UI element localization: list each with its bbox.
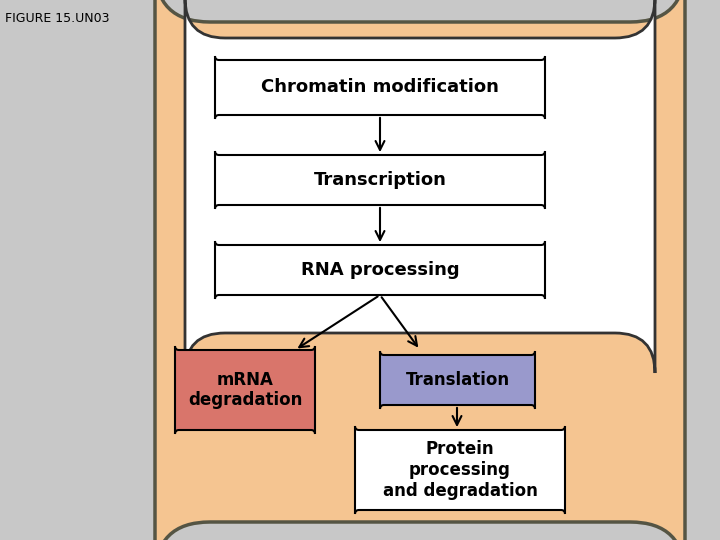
FancyBboxPatch shape: [155, 0, 685, 540]
FancyBboxPatch shape: [380, 351, 535, 409]
Text: Chromatin modification: Chromatin modification: [261, 78, 499, 97]
FancyBboxPatch shape: [185, 0, 655, 373]
Text: Transcription: Transcription: [314, 171, 446, 189]
FancyBboxPatch shape: [355, 426, 565, 514]
Text: mRNA
degradation: mRNA degradation: [188, 370, 302, 409]
Text: FIGURE 15.UN03: FIGURE 15.UN03: [5, 12, 109, 25]
FancyBboxPatch shape: [215, 56, 545, 119]
FancyBboxPatch shape: [215, 151, 545, 209]
FancyBboxPatch shape: [175, 346, 315, 434]
Text: RNA processing: RNA processing: [301, 261, 459, 279]
FancyBboxPatch shape: [215, 241, 545, 299]
Text: Protein
processing
and degradation: Protein processing and degradation: [382, 440, 537, 500]
Text: Translation: Translation: [405, 371, 510, 389]
